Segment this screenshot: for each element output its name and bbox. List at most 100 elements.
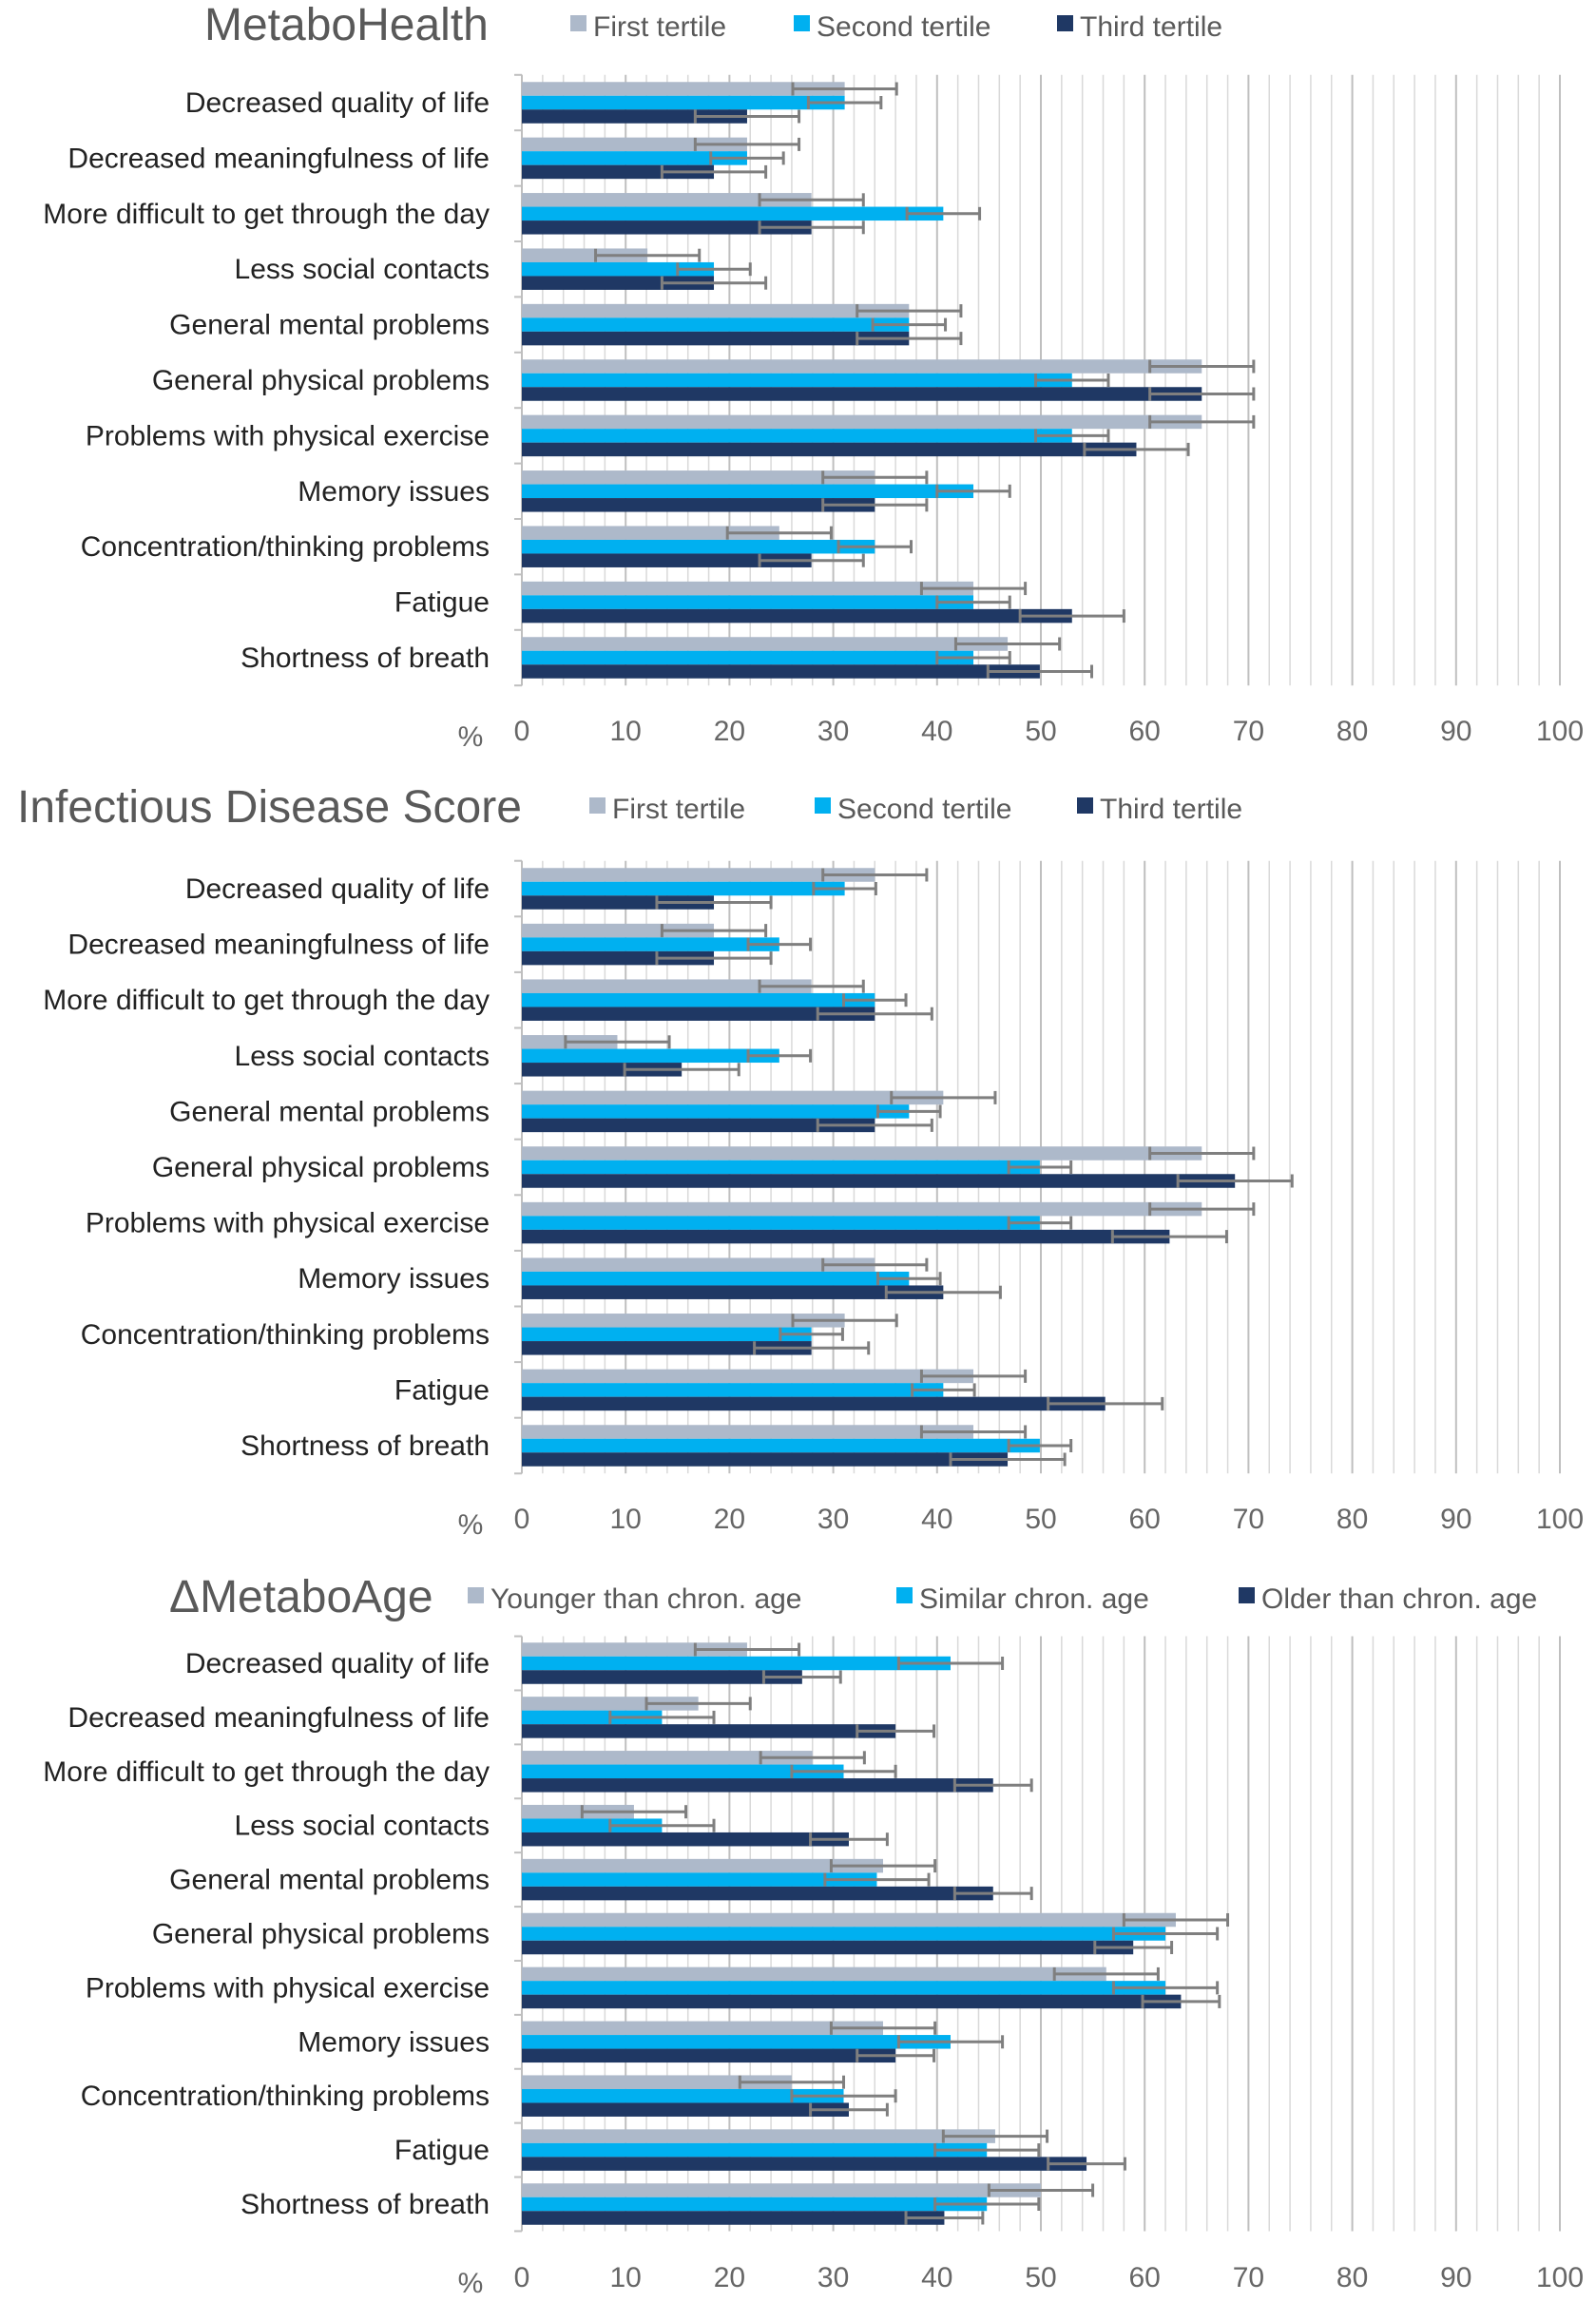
bar — [522, 1656, 951, 1671]
legend-label: Third tertile — [1100, 794, 1242, 825]
bar — [522, 1063, 683, 1077]
x-axis-label: % — [458, 2268, 484, 2299]
x-tick-label: 20 — [714, 716, 745, 747]
legend-swatch — [1077, 797, 1093, 814]
bar — [522, 359, 1202, 374]
legend-swatch — [589, 797, 606, 814]
bar — [522, 1981, 1166, 1995]
category-label: More difficult to get through the day — [43, 1756, 490, 1788]
bar — [522, 82, 845, 96]
bar — [522, 1257, 875, 1272]
bar — [522, 442, 1137, 457]
x-tick-label: 30 — [817, 2262, 849, 2293]
category-label: General physical problems — [152, 365, 490, 396]
x-tick-label: 100 — [1536, 716, 1584, 747]
chart-2: Infectious Disease Score First tertile Sec… — [17, 782, 1584, 1541]
bar — [522, 1994, 1182, 2009]
bar — [522, 193, 812, 207]
bar — [522, 137, 747, 152]
bar — [522, 221, 812, 235]
x-tick-label: 0 — [514, 1504, 530, 1535]
category-label: Decreased meaningfulness of life — [67, 930, 490, 961]
bar — [522, 248, 648, 262]
bar — [522, 2088, 844, 2103]
legend-swatch — [570, 15, 586, 31]
category-label: General mental problems — [169, 1865, 490, 1896]
bar — [522, 1858, 884, 1873]
x-tick-label: 0 — [514, 716, 530, 747]
x-tick-label: 0 — [514, 2262, 530, 2293]
category-label: General mental problems — [169, 1096, 490, 1127]
category-label: Fatigue — [394, 1374, 490, 1406]
legend-label: First tertile — [612, 794, 745, 825]
category-label: Decreased quality of life — [185, 87, 490, 119]
x-tick-label: 30 — [817, 1504, 849, 1535]
legend-label: Second tertile — [837, 794, 1011, 825]
x-tick-label: 80 — [1336, 2262, 1368, 2293]
category-label: Concentration/thinking problems — [81, 2081, 490, 2112]
bar — [522, 470, 875, 485]
bar — [522, 1724, 896, 1738]
legend-swatch — [896, 1587, 913, 1603]
x-tick-label: 40 — [921, 2262, 952, 2293]
chart-title: ΔMetaboAge — [169, 1572, 433, 1622]
x-tick-label: 60 — [1129, 1504, 1161, 1535]
x-tick-label: 10 — [610, 1504, 642, 1535]
x-tick-label: 70 — [1233, 2262, 1264, 2293]
chart-3: ΔMetaboAge Younger than chron. age Similar… — [43, 1572, 1584, 2299]
bar — [522, 637, 1009, 651]
bar — [522, 881, 845, 896]
bar — [522, 498, 875, 512]
bar — [522, 2021, 884, 2036]
bar — [522, 1383, 944, 1397]
bar — [522, 581, 974, 596]
legend-swatch — [468, 1587, 484, 1603]
x-tick-label: 90 — [1440, 1504, 1471, 1535]
bar — [522, 895, 715, 910]
category-label: General physical problems — [152, 1919, 490, 1950]
bar — [522, 1396, 1106, 1411]
bar — [522, 608, 1072, 623]
x-tick-label: 90 — [1440, 716, 1471, 747]
bar — [522, 1104, 910, 1119]
bar — [522, 2183, 1041, 2197]
category-label: Fatigue — [394, 587, 490, 619]
bar — [522, 1285, 944, 1299]
bar — [522, 317, 910, 332]
bar — [522, 1804, 634, 1819]
legend-swatch — [815, 797, 831, 814]
bar — [522, 1271, 910, 1286]
bar — [522, 261, 715, 277]
bar — [522, 553, 812, 567]
bar — [522, 2196, 988, 2212]
legend-label: Younger than chron. age — [490, 1583, 802, 1615]
bar — [522, 937, 779, 951]
bar — [522, 1118, 875, 1133]
x-tick-label: 60 — [1129, 2262, 1161, 2293]
category-label: Memory issues — [298, 1263, 490, 1295]
category-label: Concentration/thinking problems — [81, 531, 490, 563]
chart-1: MetaboHealth First tertile Second tertile T… — [43, 0, 1584, 753]
bar — [522, 1697, 699, 1711]
bar — [522, 1778, 993, 1793]
x-tick-label: 90 — [1440, 2262, 1471, 2293]
category-label: Problems with physical exercise — [86, 1972, 490, 2004]
bar — [522, 2075, 792, 2089]
bar — [522, 276, 715, 290]
x-tick-label: 30 — [817, 716, 849, 747]
category-label: Shortness of breath — [240, 643, 490, 674]
category-label: Decreased quality of life — [185, 1648, 490, 1679]
bar — [522, 992, 875, 1007]
bar — [522, 950, 715, 966]
x-tick-label: 50 — [1025, 2262, 1056, 2293]
bar — [522, 1886, 993, 1901]
category-label: General mental problems — [169, 310, 490, 341]
x-tick-label: 100 — [1536, 2262, 1584, 2293]
x-tick-label: 10 — [610, 716, 642, 747]
bar — [522, 1818, 663, 1832]
bar — [522, 1872, 877, 1887]
bar — [522, 1201, 1202, 1217]
bar — [522, 1048, 779, 1064]
bar — [522, 1751, 813, 1765]
